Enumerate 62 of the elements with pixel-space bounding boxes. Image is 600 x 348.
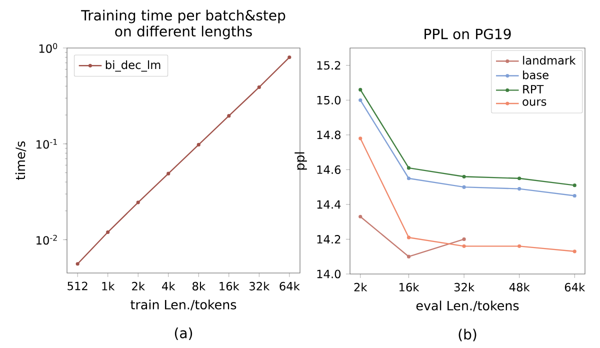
point	[406, 166, 411, 170]
point	[572, 250, 576, 254]
x-tick-label: 4k	[162, 282, 176, 290]
text: (a)	[174, 328, 192, 340]
legend-label: RPT	[523, 85, 544, 94]
point	[76, 262, 80, 266]
point	[406, 176, 411, 180]
point	[406, 254, 411, 258]
x-tick-label: 512	[68, 282, 88, 290]
y-axis-title: time/s	[15, 141, 26, 180]
point	[518, 244, 522, 248]
x-axis-title: train Len./tokens	[130, 300, 236, 310]
y-tick-label: 15.0	[317, 96, 341, 104]
y-tick-label: 10$^{0}$	[39, 43, 58, 53]
y-tick-label: 14.6	[317, 165, 341, 174]
y-tick-label: 10$^{-1}$	[36, 139, 57, 149]
point	[462, 244, 466, 248]
chart-title: PPL on PG19	[424, 28, 511, 40]
legend-label: bi_dec_lm	[106, 60, 160, 72]
x-tick-label: 1k	[102, 282, 115, 290]
x-tick-label: 2k	[132, 282, 145, 290]
point	[572, 184, 576, 188]
x-tick-label: 16k	[220, 282, 240, 290]
point	[136, 200, 140, 204]
x-tick-label: 64k	[280, 282, 300, 290]
y-tick-label: 14.8	[317, 130, 341, 140]
point	[462, 185, 466, 189]
y-axis-title: ppl	[294, 152, 307, 170]
y-tick-label: 15.2	[317, 61, 340, 70]
x-tick-label: 2k	[354, 282, 368, 292]
x-tick-label: 32k	[250, 282, 270, 290]
x-tick-label: 32k	[454, 282, 474, 292]
point	[358, 88, 362, 92]
legend-label: landmark	[523, 56, 576, 65]
x-axis-title: eval Len./tokens	[416, 300, 519, 312]
point	[257, 85, 261, 89]
y-tick-label: 14.0	[317, 270, 341, 278]
point	[358, 214, 362, 218]
point	[518, 187, 522, 191]
point	[106, 230, 110, 234]
point	[406, 236, 411, 240]
legend-label: ours	[522, 99, 546, 106]
text: (b)	[458, 328, 476, 342]
y-tick-label: 14.4	[317, 200, 341, 209]
point	[518, 176, 522, 180]
x-tick-label: 64k	[564, 282, 586, 292]
point	[288, 55, 292, 60]
chart-title: Training time per batch&step on different lengths	[81, 10, 286, 40]
x-tick-label: 16k	[400, 282, 420, 292]
legend-label: base	[523, 70, 548, 80]
point	[462, 237, 466, 242]
point	[227, 114, 231, 118]
y-tick-label: 10$^{-2}$	[36, 234, 57, 245]
y-tick-label: 14.2	[317, 235, 340, 244]
x-tick-label: 48k	[509, 282, 530, 292]
x-tick-label: 8k	[192, 282, 206, 290]
point	[196, 142, 200, 147]
point	[358, 136, 362, 140]
point	[166, 172, 170, 176]
point	[572, 194, 576, 198]
point	[358, 98, 362, 102]
point	[462, 174, 466, 178]
